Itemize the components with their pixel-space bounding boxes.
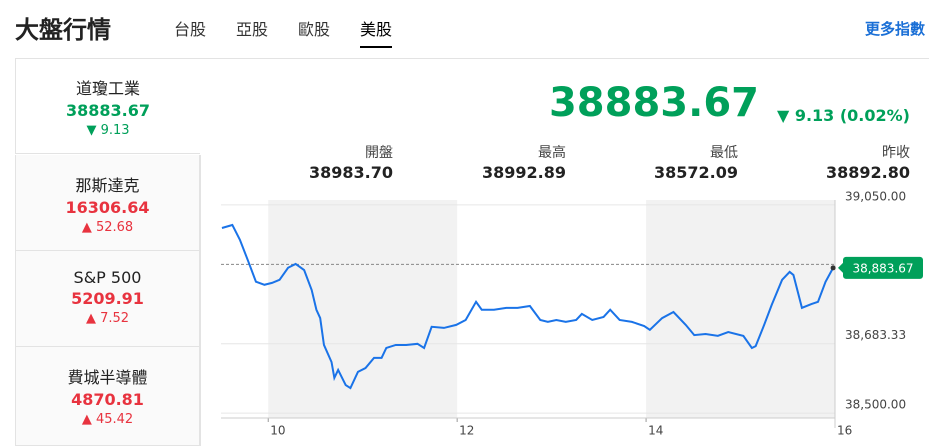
tab[interactable]: 亞股 [236,20,269,39]
y-tick-label: 39,050.00 [845,189,906,203]
index-name: S&P 500 [73,268,142,287]
last-badge [843,256,923,279]
last-point [830,265,836,271]
stat-value: 38892.80 [825,163,910,182]
tab-active[interactable]: 美股 [360,16,393,48]
index-item[interactable]: S&P 500 5209.91 ▲ 7.52 [15,251,200,347]
up-arrow: ▲ [81,412,96,427]
index-change: 7.52 [100,311,130,326]
stat-label: 開盤 [365,145,393,161]
up-arrow: ▲ [81,220,96,235]
up-arrow: ▲ [85,311,101,326]
index-change: 52.68 [95,220,134,235]
stat-value: 38992.89 [481,163,566,182]
index-item[interactable]: 費城半導體 4870.81 ▲ 45.42 [15,347,200,446]
stat-value: 38983.70 [308,163,393,182]
y-tick-label: 38,500.00 [845,398,906,412]
down-arrow: ▼ [86,123,101,138]
stat-label: 最高 [538,145,566,161]
index-value: 5209.91 [71,289,144,308]
price: 38883.67 [548,80,759,126]
session-band [646,200,835,418]
index-change: 9.13 [100,123,130,138]
tab[interactable]: 台股 [174,20,207,39]
down-arrow: ▼ [776,106,795,125]
index-name: 道瓊工業 [75,79,140,98]
price-line [221,223,834,390]
page-title: 大盤行情 [15,16,111,44]
index-value: 38883.67 [65,101,150,120]
x-tick-label: 12 [459,424,474,438]
divider [200,155,201,446]
index-item[interactable]: 道瓊工業 38883.67 ▼ 9.13 [15,58,200,154]
y-tick-label: 38,683.33 [845,328,906,342]
index-item[interactable]: 那斯達克 16306.64 ▲ 52.68 [15,155,200,251]
divider [15,58,929,59]
index-value: 4870.81 [71,390,144,409]
index-name: 那斯達克 [75,176,140,195]
x-tick-label: 16 [837,424,852,438]
stat-label: 昨收 [882,145,910,161]
x-tick-label: 14 [648,424,663,438]
last-label: 38,883.67 [852,261,913,275]
x-tick-label: 10 [270,424,285,438]
stat-label: 最低 [710,145,738,161]
index-value: 16306.64 [65,198,150,217]
session-band [268,200,458,418]
more-link[interactable]: 更多指數 [865,20,926,38]
price-change: 9.13 (0.02%) [794,106,910,125]
index-change: 45.42 [95,412,134,427]
last-pointer [838,261,844,274]
tab[interactable]: 歐股 [298,20,331,39]
stat-value: 38572.09 [653,163,738,182]
index-name: 費城半導體 [67,368,148,387]
